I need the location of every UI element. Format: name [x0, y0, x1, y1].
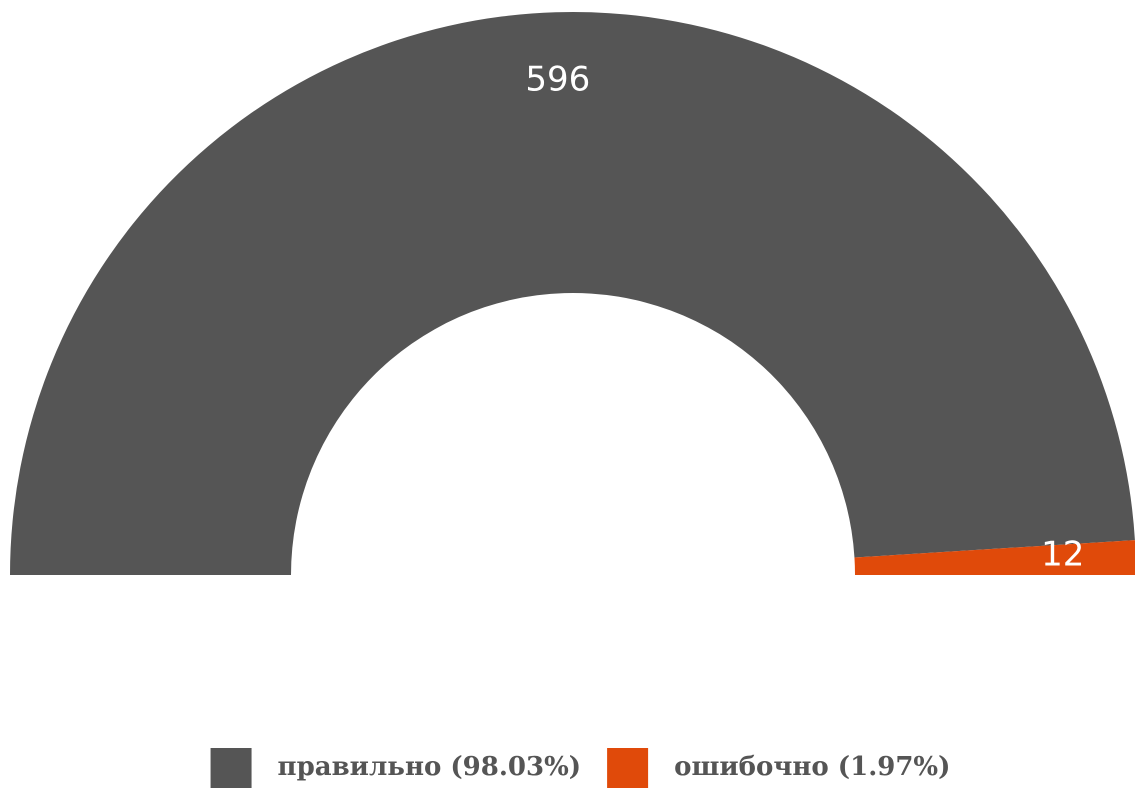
data-label: 12 [1041, 534, 1084, 574]
legend-swatch [607, 748, 649, 788]
legend: правильно (98.03%) ошибочно (1.97%) [210, 748, 950, 788]
donut-segment [10, 11, 1135, 575]
legend-label: правильно (98.03%) [278, 752, 582, 782]
legend-label: ошибочно (1.97%) [674, 752, 950, 782]
data-label: 596 [525, 60, 590, 100]
legend-swatch [210, 748, 252, 788]
donut-segment [854, 540, 1135, 575]
